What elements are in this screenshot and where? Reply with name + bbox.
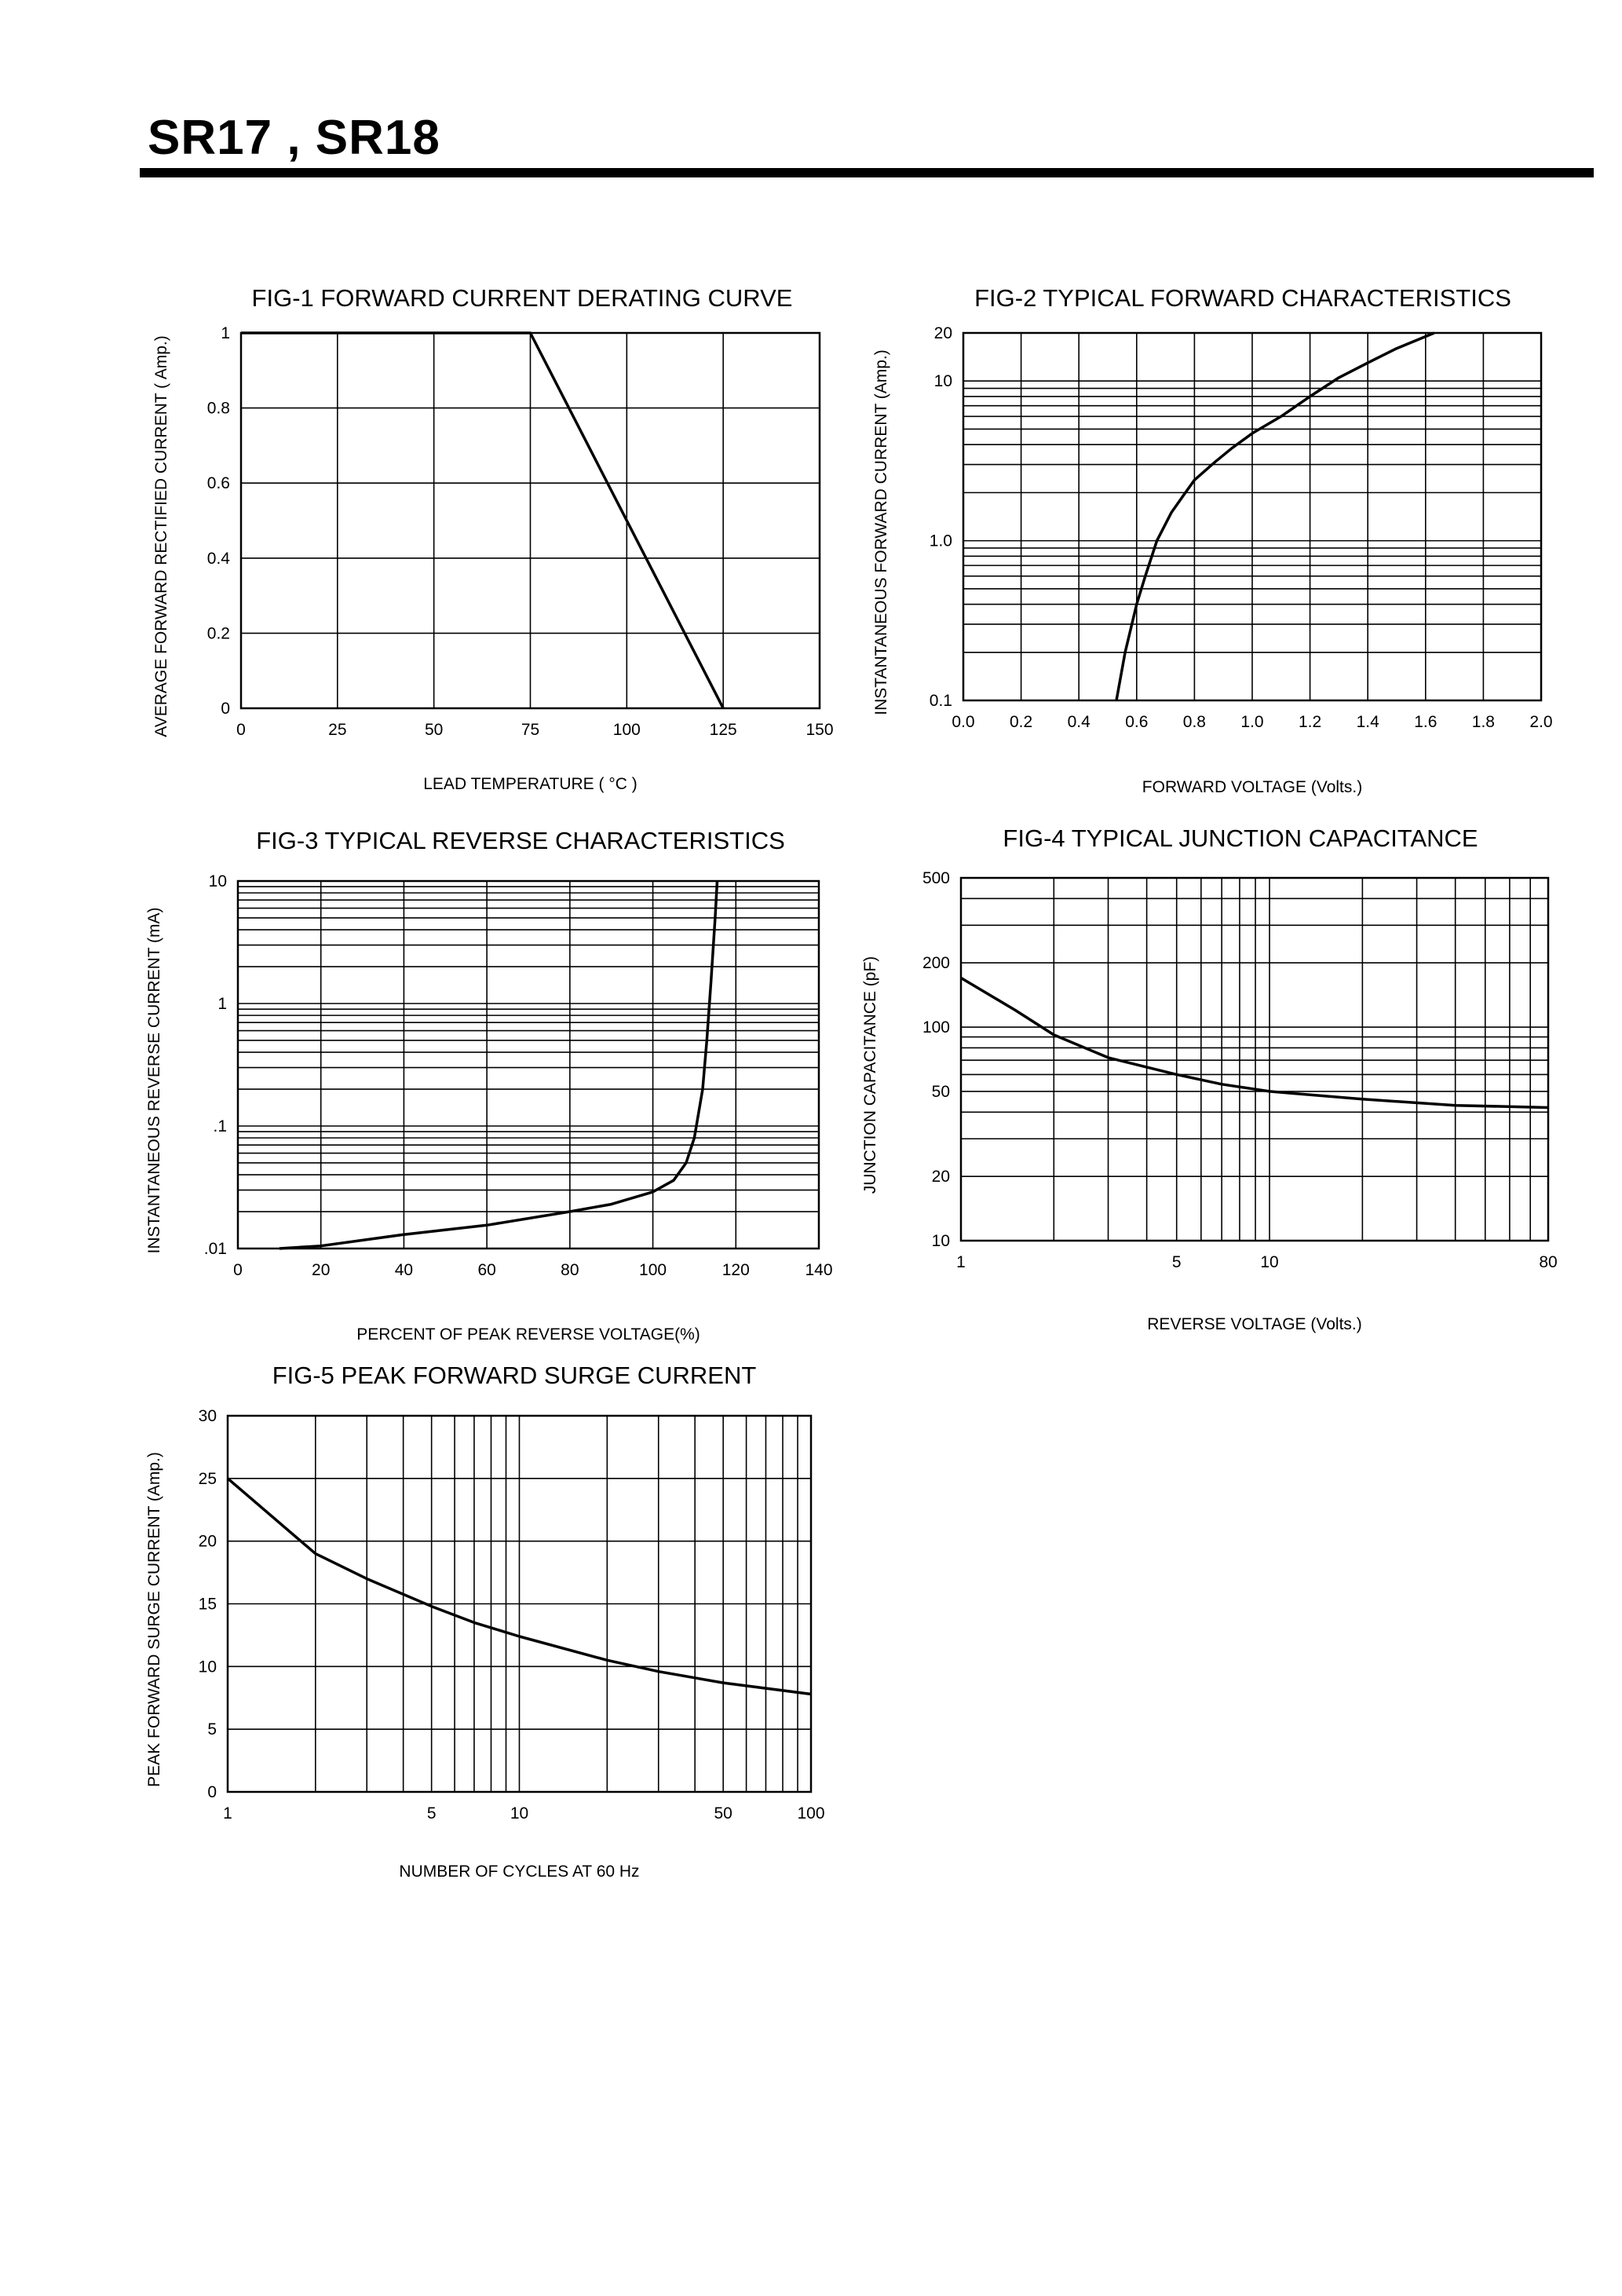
chart-title: FIG-4 TYPICAL JUNCTION CAPACITANCE	[1003, 824, 1478, 852]
y-tick-label: 5	[207, 1720, 217, 1738]
chart-fig-4: FIG-4 TYPICAL JUNCTION CAPACITANCE 1 5 10 80…	[861, 824, 1558, 1333]
y-tick-label: 0.6	[207, 474, 230, 492]
x-tick-label: 50	[425, 721, 443, 739]
series-line-surge	[226, 1477, 812, 1696]
header-rule	[140, 168, 1594, 177]
chart-fig-1: FIG-1 FORWARD CURRENT DERATING CURVE 0 25 5…	[152, 284, 834, 793]
x-tick-label: 1.6	[1414, 713, 1437, 731]
plot-frame	[959, 876, 1550, 1242]
x-tick-label: 75	[521, 721, 539, 739]
y-axis-label: AVERAGE FORWARD RECTIFIED CURRENT ( Amp.…	[152, 335, 170, 737]
x-tick-label: 0.0	[952, 713, 974, 731]
y-tick-label: 1.0	[930, 532, 952, 550]
x-tick-label: 1.0	[1240, 713, 1263, 731]
plot-frame	[236, 879, 820, 1250]
x-tick-label: 140	[805, 1261, 832, 1279]
x-tick-label: 1.2	[1299, 713, 1321, 731]
y-tick-label: 50	[932, 1083, 950, 1101]
chart-title: FIG-3 TYPICAL REVERSE CHARACTERISTICS	[256, 827, 785, 854]
y-tick-label: 15	[199, 1596, 217, 1614]
y-tick-label: 0.1	[930, 692, 952, 710]
y-tick-label: 200	[922, 954, 950, 972]
x-tick-label: 5	[427, 1804, 437, 1823]
x-axis-label: REVERSE VOLTAGE (Volts.)	[1147, 1315, 1361, 1333]
x-tick-label: 1	[223, 1804, 232, 1823]
y-tick-label: 1	[217, 995, 227, 1013]
y-tick-label: 20	[199, 1533, 217, 1551]
plot-frame	[226, 1414, 813, 1793]
x-tick-label: 0	[236, 721, 246, 739]
y-tick-label: 500	[922, 869, 950, 887]
x-tick-label: 100	[639, 1261, 667, 1279]
x-tick-label: 150	[806, 721, 833, 739]
x-tick-label: 80	[561, 1261, 579, 1279]
x-axis-label: FORWARD VOLTAGE (Volts.)	[1142, 778, 1362, 796]
y-tick-label: 30	[199, 1407, 217, 1425]
series-line-derating	[241, 331, 725, 709]
y-tick-label: 0	[207, 1783, 217, 1801]
x-axis-label: PERCENT OF PEAK REVERSE VOLTAGE(%)	[356, 1325, 700, 1344]
x-tick-label: 5	[1172, 1253, 1182, 1271]
chart-fig-3: FIG-3 TYPICAL REVERSE CHARACTERISTICS 0 20…	[145, 827, 833, 1344]
y-axis-label: JUNCTION CAPACITANCE (pF)	[861, 956, 879, 1194]
y-axis-label: INSTANTANEOUS REVERSE CURRENT (mA)	[145, 907, 163, 1253]
y-tick-label: 0.4	[207, 550, 231, 568]
y-tick-label: 0	[221, 700, 230, 718]
chart-title: FIG-5 PEAK FORWARD SURGE CURRENT	[272, 1362, 757, 1389]
y-tick-label: 25	[199, 1470, 217, 1488]
x-tick-label: 1	[956, 1253, 966, 1271]
x-tick-label: 20	[312, 1261, 330, 1279]
x-tick-label: 100	[613, 721, 641, 739]
series-line-reverse	[279, 880, 719, 1250]
chart-fig-2: FIG-2 TYPICAL FORWARD CHARACTERISTICS 0.0…	[872, 284, 1553, 796]
chart-title: FIG-1 FORWARD CURRENT DERATING CURVE	[252, 284, 793, 312]
x-tick-label: 40	[395, 1261, 413, 1279]
x-tick-label: 0.6	[1125, 713, 1148, 731]
x-axis-label: LEAD TEMPERATURE ( °C )	[423, 775, 637, 793]
y-tick-label: 100	[922, 1018, 950, 1036]
x-tick-label: 125	[710, 721, 737, 739]
y-tick-label: 1	[221, 324, 230, 342]
y-tick-label: 0.8	[207, 400, 230, 418]
x-tick-label: 0.2	[1010, 713, 1032, 731]
y-tick-label: 0.2	[207, 624, 230, 642]
y-tick-label: 20	[934, 324, 952, 342]
y-tick-label: 10	[934, 372, 952, 390]
x-tick-label: 25	[328, 721, 346, 739]
y-tick-label: .1	[213, 1117, 227, 1135]
x-tick-label: 0	[233, 1261, 243, 1279]
x-tick-label: 80	[1539, 1253, 1557, 1271]
series-line-forward	[1115, 331, 1435, 701]
y-tick-label: 10	[199, 1658, 217, 1676]
x-tick-label: 0.4	[1068, 713, 1091, 731]
x-tick-label: 120	[722, 1261, 750, 1279]
chart-title: FIG-2 TYPICAL FORWARD CHARACTERISTICS	[974, 284, 1511, 312]
y-axis-label: PEAK FORWARD SURGE CURRENT (Amp.)	[145, 1452, 163, 1787]
document-title: SR17 , SR18	[148, 111, 440, 165]
series-line-capacitance	[960, 976, 1549, 1110]
y-tick-label: .01	[204, 1240, 227, 1258]
x-tick-label: 0.8	[1183, 713, 1206, 731]
x-tick-label: 10	[510, 1804, 528, 1823]
y-tick-label: 10	[209, 872, 227, 890]
x-tick-label: 50	[714, 1804, 732, 1823]
x-tick-label: 1.4	[1357, 713, 1380, 731]
plot-frame	[962, 331, 1543, 702]
x-tick-label: 60	[477, 1261, 495, 1279]
x-tick-label: 1.8	[1472, 713, 1495, 731]
y-tick-label: 20	[932, 1168, 950, 1186]
x-tick-label: 100	[797, 1804, 824, 1823]
y-axis-label: INSTANTANEOUS FORWARD CURRENT (Amp.)	[872, 349, 890, 715]
x-tick-label: 10	[1260, 1253, 1278, 1271]
x-tick-label: 2.0	[1529, 713, 1552, 731]
x-axis-label: NUMBER OF CYCLES AT 60 Hz	[399, 1863, 639, 1881]
y-tick-label: 10	[932, 1232, 950, 1250]
